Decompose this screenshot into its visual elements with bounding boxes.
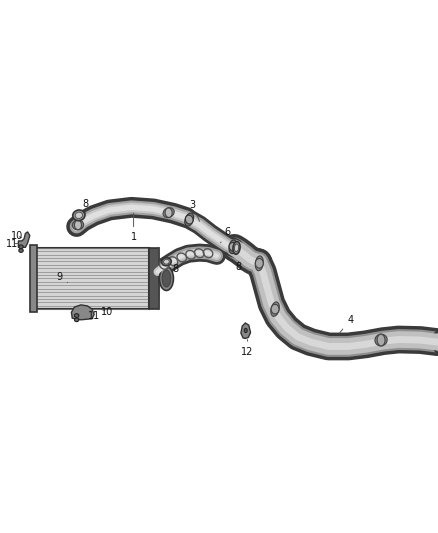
- Ellipse shape: [19, 248, 23, 253]
- Ellipse shape: [74, 220, 81, 230]
- Text: 8: 8: [236, 261, 242, 271]
- Text: 8: 8: [169, 263, 178, 273]
- Ellipse shape: [162, 257, 171, 266]
- Ellipse shape: [185, 213, 194, 226]
- Ellipse shape: [233, 241, 240, 254]
- Ellipse shape: [244, 328, 247, 333]
- Ellipse shape: [75, 212, 82, 219]
- Text: 8: 8: [82, 199, 88, 213]
- Ellipse shape: [163, 259, 170, 264]
- Ellipse shape: [432, 332, 438, 353]
- Ellipse shape: [74, 318, 79, 321]
- Ellipse shape: [185, 215, 193, 224]
- Text: 10: 10: [11, 231, 23, 240]
- Ellipse shape: [229, 243, 237, 251]
- FancyBboxPatch shape: [30, 245, 37, 312]
- Ellipse shape: [271, 304, 279, 314]
- Ellipse shape: [377, 334, 385, 346]
- Polygon shape: [18, 232, 30, 247]
- Text: 11: 11: [6, 239, 18, 248]
- Ellipse shape: [72, 220, 84, 230]
- FancyBboxPatch shape: [149, 248, 159, 309]
- Text: 10: 10: [101, 307, 113, 317]
- Ellipse shape: [255, 256, 263, 271]
- Ellipse shape: [74, 313, 79, 317]
- Text: 3: 3: [190, 200, 200, 221]
- Ellipse shape: [165, 208, 172, 217]
- Ellipse shape: [19, 245, 23, 248]
- Ellipse shape: [159, 266, 173, 290]
- Text: 4: 4: [339, 315, 353, 334]
- FancyBboxPatch shape: [35, 248, 149, 309]
- Ellipse shape: [234, 244, 239, 252]
- Text: 6: 6: [220, 227, 231, 243]
- Text: 11: 11: [88, 311, 100, 320]
- Ellipse shape: [73, 210, 85, 221]
- Ellipse shape: [162, 270, 171, 287]
- Text: 9: 9: [56, 272, 68, 282]
- Ellipse shape: [163, 208, 174, 217]
- Polygon shape: [71, 305, 94, 320]
- Ellipse shape: [229, 240, 237, 254]
- Polygon shape: [241, 323, 251, 338]
- Text: 12: 12: [241, 340, 254, 357]
- Ellipse shape: [271, 302, 279, 317]
- Text: 1: 1: [131, 213, 137, 242]
- Ellipse shape: [255, 259, 263, 268]
- Ellipse shape: [375, 334, 387, 346]
